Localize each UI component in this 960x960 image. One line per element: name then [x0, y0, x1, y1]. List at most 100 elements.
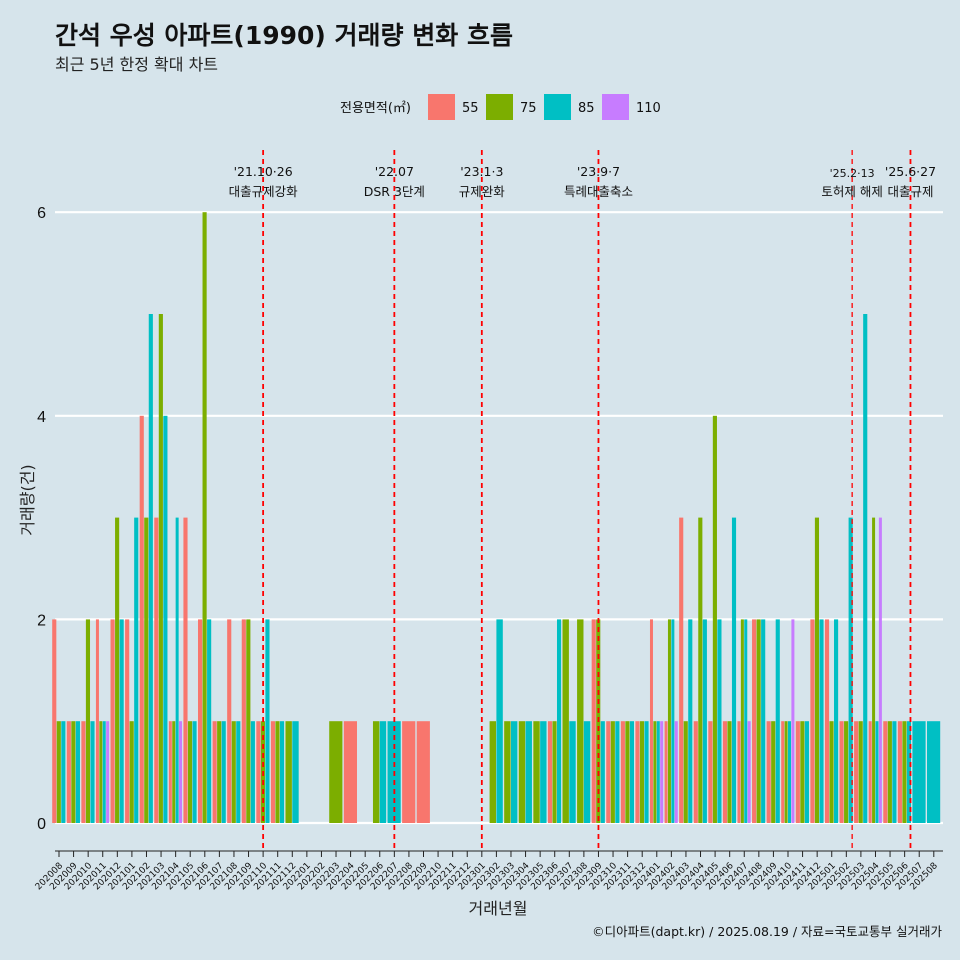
bar-55-202310 — [606, 721, 611, 823]
bar-75-202408 — [756, 619, 761, 823]
bar-55-202110 — [256, 721, 261, 823]
bar-85-202107 — [221, 721, 226, 823]
y-tick-label: 4 — [37, 409, 46, 426]
bar-85-202412 — [819, 619, 824, 823]
bar-85-202110 — [265, 619, 270, 823]
bar-55-202311 — [620, 721, 625, 823]
bar-75-202311 — [625, 721, 630, 823]
bar-75-202106 — [202, 212, 207, 823]
bar-75-202108 — [231, 721, 236, 823]
bar-85-202008 — [61, 721, 66, 823]
bar-55-202309 — [591, 619, 596, 823]
bar-75-202203 — [329, 721, 343, 823]
bar-75-202502 — [844, 721, 849, 823]
bar-55-202010 — [81, 721, 86, 823]
bar-55-202401 — [649, 619, 653, 823]
bar-85-202501 — [834, 619, 839, 823]
bar-75-202505 — [887, 721, 892, 823]
legend-key-75 — [486, 94, 513, 120]
event-label: 대출규제 — [887, 184, 933, 199]
chart-subtitle: 최근 5년 한정 확대 차트 — [55, 55, 218, 74]
bar-85-202506 — [906, 721, 912, 823]
bar-75-202306 — [552, 721, 557, 823]
bar-75-202107 — [217, 721, 222, 823]
bar-75-202402 — [667, 619, 671, 823]
bar-55-202102 — [139, 415, 144, 823]
event-date: '21.10·26 — [234, 164, 293, 179]
legend-key-55 — [428, 94, 455, 120]
bar-75-202109 — [246, 619, 251, 823]
event-label: 특례대출축소 — [564, 184, 633, 199]
bars — [52, 212, 941, 823]
bar-75-202008 — [56, 721, 61, 823]
bar-110-202504 — [878, 517, 882, 823]
bar-55-202101 — [125, 619, 130, 823]
y-tick-label: 6 — [37, 205, 46, 222]
bar-55-202407 — [737, 721, 741, 823]
bar-75-202010 — [85, 619, 91, 823]
legend-label-75: 75 — [520, 101, 537, 116]
bar-85-202403 — [688, 619, 693, 823]
bar-75-202412 — [814, 517, 820, 823]
bar-55-202109 — [241, 619, 246, 823]
bar-55-202409 — [766, 721, 771, 823]
bar-55-202503 — [854, 721, 859, 823]
bar-55-202402 — [664, 721, 668, 823]
bar-55-202104 — [168, 721, 172, 823]
bar-85-202411 — [804, 721, 809, 823]
bar-55-202502 — [839, 721, 844, 823]
bar-85-202206 — [379, 721, 387, 823]
bar-85-202011 — [102, 721, 106, 823]
bar-85-202405 — [717, 619, 722, 823]
bar-55-202501 — [824, 619, 830, 823]
y-axis-title: 거래량(건) — [18, 464, 37, 535]
bar-85-202409 — [775, 619, 780, 823]
bar-75-202409 — [771, 721, 776, 823]
bar-75-202009 — [71, 721, 76, 823]
bar-75-202403 — [683, 721, 688, 823]
bar-85-202012 — [119, 619, 124, 823]
bar-75-202407 — [740, 619, 744, 823]
bar-85-202503 — [863, 314, 868, 823]
bar-55-202410 — [781, 721, 785, 823]
legend-key-85 — [544, 94, 571, 120]
chart-title: 간석 우성 아파트(1990) 거래량 변화 흐름 — [55, 21, 513, 50]
bar-55-202107 — [212, 721, 217, 823]
bar-85-202505 — [892, 721, 897, 823]
bar-55-202403 — [679, 517, 684, 823]
bar-75-202406 — [727, 721, 732, 823]
bar-55-202111 — [270, 721, 276, 823]
bar-110-202402 — [674, 721, 678, 823]
bar-55-202405 — [708, 721, 713, 823]
bar-55-202404 — [693, 721, 698, 823]
bar-75-202307 — [562, 619, 569, 823]
bar-85-202104 — [175, 517, 179, 823]
y-tick-label: 2 — [37, 612, 46, 629]
bar-75-202506 — [902, 721, 907, 823]
event-date: '22.07 — [375, 164, 414, 179]
bar-85-202302 — [496, 619, 503, 823]
bar-55-202204 — [343, 721, 357, 823]
legend-label-55: 55 — [462, 101, 479, 116]
event-date: '23.1·3 — [460, 164, 503, 179]
bar-55-202306 — [547, 721, 553, 823]
bar-55-202008 — [52, 619, 57, 823]
bar-75-202405 — [712, 415, 717, 823]
bar-75-202303 — [504, 721, 511, 823]
bar-55-202106 — [198, 619, 203, 823]
bar-75-202302 — [489, 721, 496, 823]
bar-75-202012 — [115, 517, 120, 823]
bar-75-202312 — [639, 721, 645, 823]
x-axis: 2020082020092020102020112020122021012021… — [34, 850, 943, 892]
bar-55-202406 — [722, 721, 728, 823]
bar-75-202504 — [872, 517, 876, 823]
bar-110-202104 — [179, 721, 183, 823]
bar-110-202410 — [791, 619, 795, 823]
bar-55-202504 — [868, 721, 872, 823]
bar-85-202101 — [134, 517, 139, 823]
bar-75-202103 — [158, 314, 163, 823]
bar-55-202105 — [183, 517, 188, 823]
bar-75-202411 — [800, 721, 805, 823]
bar-55-202312 — [635, 721, 640, 823]
